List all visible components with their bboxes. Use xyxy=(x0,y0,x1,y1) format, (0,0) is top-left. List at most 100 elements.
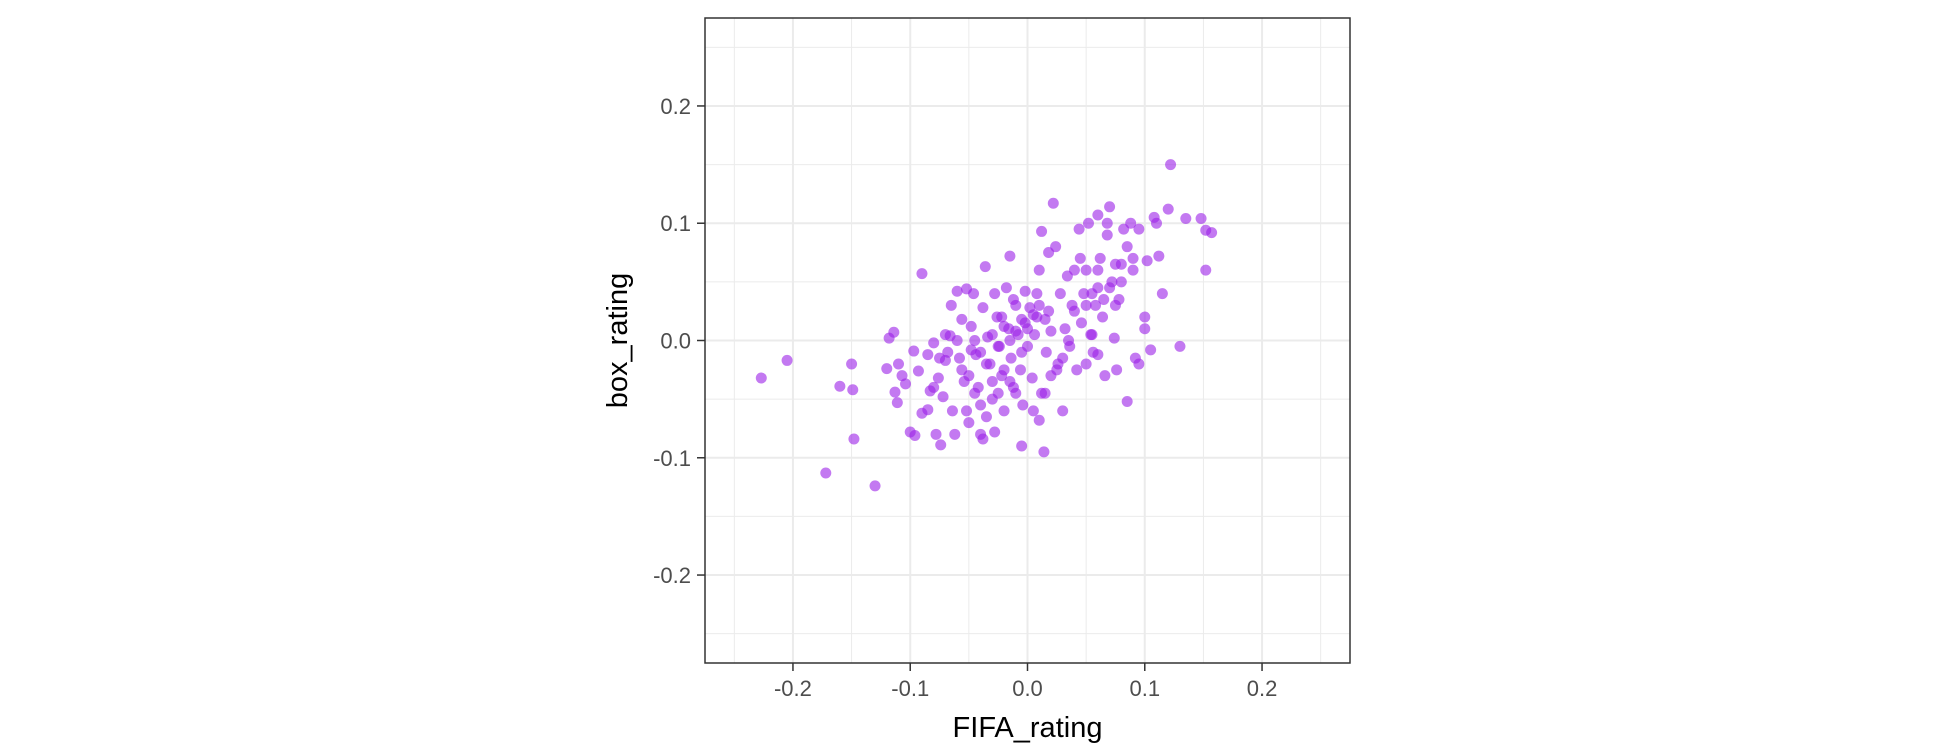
data-point xyxy=(1108,332,1120,344)
data-point xyxy=(1038,446,1050,458)
y-tick-label: -0.1 xyxy=(653,446,691,471)
data-point xyxy=(965,320,977,332)
data-point xyxy=(889,386,901,398)
x-axis: -0.2 -0.1 0.0 0.1 0.2 xyxy=(774,663,1277,701)
data-point xyxy=(975,346,987,358)
data-point xyxy=(1082,217,1094,229)
data-point xyxy=(1039,387,1051,399)
data-point xyxy=(945,299,957,311)
data-point xyxy=(965,344,977,356)
data-point xyxy=(1043,305,1055,317)
data-point xyxy=(1004,335,1016,346)
data-point xyxy=(1033,414,1045,426)
data-point xyxy=(1121,395,1133,407)
data-point xyxy=(1010,387,1022,399)
data-point xyxy=(980,411,992,423)
data-point xyxy=(989,426,1001,438)
data-point xyxy=(922,404,934,416)
data-point xyxy=(1099,370,1111,382)
data-point xyxy=(869,480,881,492)
data-point xyxy=(900,378,912,390)
data-point xyxy=(1045,325,1057,337)
data-point xyxy=(820,467,832,479)
x-axis-title: FIFA_rating xyxy=(953,712,1103,744)
data-point xyxy=(969,387,981,399)
data-point xyxy=(1195,213,1207,225)
data-point xyxy=(909,429,921,441)
data-point xyxy=(951,335,963,346)
data-point xyxy=(998,364,1010,376)
points-layer xyxy=(755,159,1218,492)
data-point xyxy=(1033,264,1045,276)
y-tick-label: 0.0 xyxy=(660,329,691,354)
data-point xyxy=(953,352,965,364)
data-point xyxy=(951,285,963,297)
data-point xyxy=(1165,159,1177,171)
data-point xyxy=(1080,299,1092,311)
data-point xyxy=(998,405,1010,417)
data-point xyxy=(1180,213,1192,225)
data-point xyxy=(1133,358,1145,370)
data-point xyxy=(891,397,903,409)
data-point xyxy=(1162,203,1174,215)
data-point xyxy=(1086,288,1098,300)
data-point xyxy=(963,370,975,382)
data-point xyxy=(996,311,1008,323)
grid-major xyxy=(705,18,1350,663)
data-point xyxy=(908,345,920,357)
x-tick-label: 0.0 xyxy=(1012,676,1043,701)
data-point xyxy=(930,428,942,440)
data-point xyxy=(846,358,858,370)
data-point xyxy=(1092,209,1104,221)
data-point xyxy=(916,268,928,280)
y-axis-title: box_rating xyxy=(602,273,634,408)
data-point xyxy=(979,261,991,273)
data-point xyxy=(888,326,900,338)
data-point xyxy=(1016,313,1028,325)
data-point xyxy=(1127,264,1139,276)
y-axis: -0.2 -0.1 0.0 0.1 0.2 xyxy=(653,94,705,588)
data-point xyxy=(963,417,975,429)
data-point xyxy=(1031,288,1043,300)
data-point xyxy=(1004,250,1016,262)
data-point xyxy=(977,433,989,445)
data-point xyxy=(1174,340,1186,352)
data-point xyxy=(1014,364,1026,376)
data-point xyxy=(1068,305,1080,317)
data-point xyxy=(942,346,954,358)
data-point xyxy=(1057,405,1069,417)
y-tick-label: 0.2 xyxy=(660,94,691,119)
data-point xyxy=(1016,440,1028,452)
data-point xyxy=(1078,288,1090,300)
data-point xyxy=(848,433,860,445)
data-point xyxy=(1063,335,1075,346)
data-point xyxy=(1206,227,1218,239)
data-point xyxy=(992,387,1004,399)
data-point xyxy=(1051,364,1063,376)
data-point xyxy=(881,363,893,375)
data-point xyxy=(1151,217,1162,229)
data-point xyxy=(1074,252,1086,264)
data-point xyxy=(1200,264,1212,276)
data-point xyxy=(1153,250,1165,262)
data-point xyxy=(1141,255,1153,267)
data-point xyxy=(755,372,767,384)
data-point xyxy=(1080,358,1092,370)
x-tick-label: -0.1 xyxy=(891,676,929,701)
data-point xyxy=(939,329,951,341)
data-point xyxy=(1054,288,1066,300)
data-point xyxy=(1071,364,1083,376)
data-point xyxy=(847,384,859,396)
data-point xyxy=(781,354,793,366)
data-point xyxy=(1156,288,1168,300)
data-point xyxy=(1059,323,1071,335)
x-tick-label: 0.2 xyxy=(1247,676,1278,701)
data-point xyxy=(1033,299,1045,311)
data-point xyxy=(1139,323,1151,335)
data-point xyxy=(961,405,973,417)
y-tick-label: -0.2 xyxy=(653,563,691,588)
data-point xyxy=(1139,311,1151,323)
data-point xyxy=(934,352,946,364)
data-point xyxy=(935,439,947,451)
data-point xyxy=(1101,217,1113,229)
